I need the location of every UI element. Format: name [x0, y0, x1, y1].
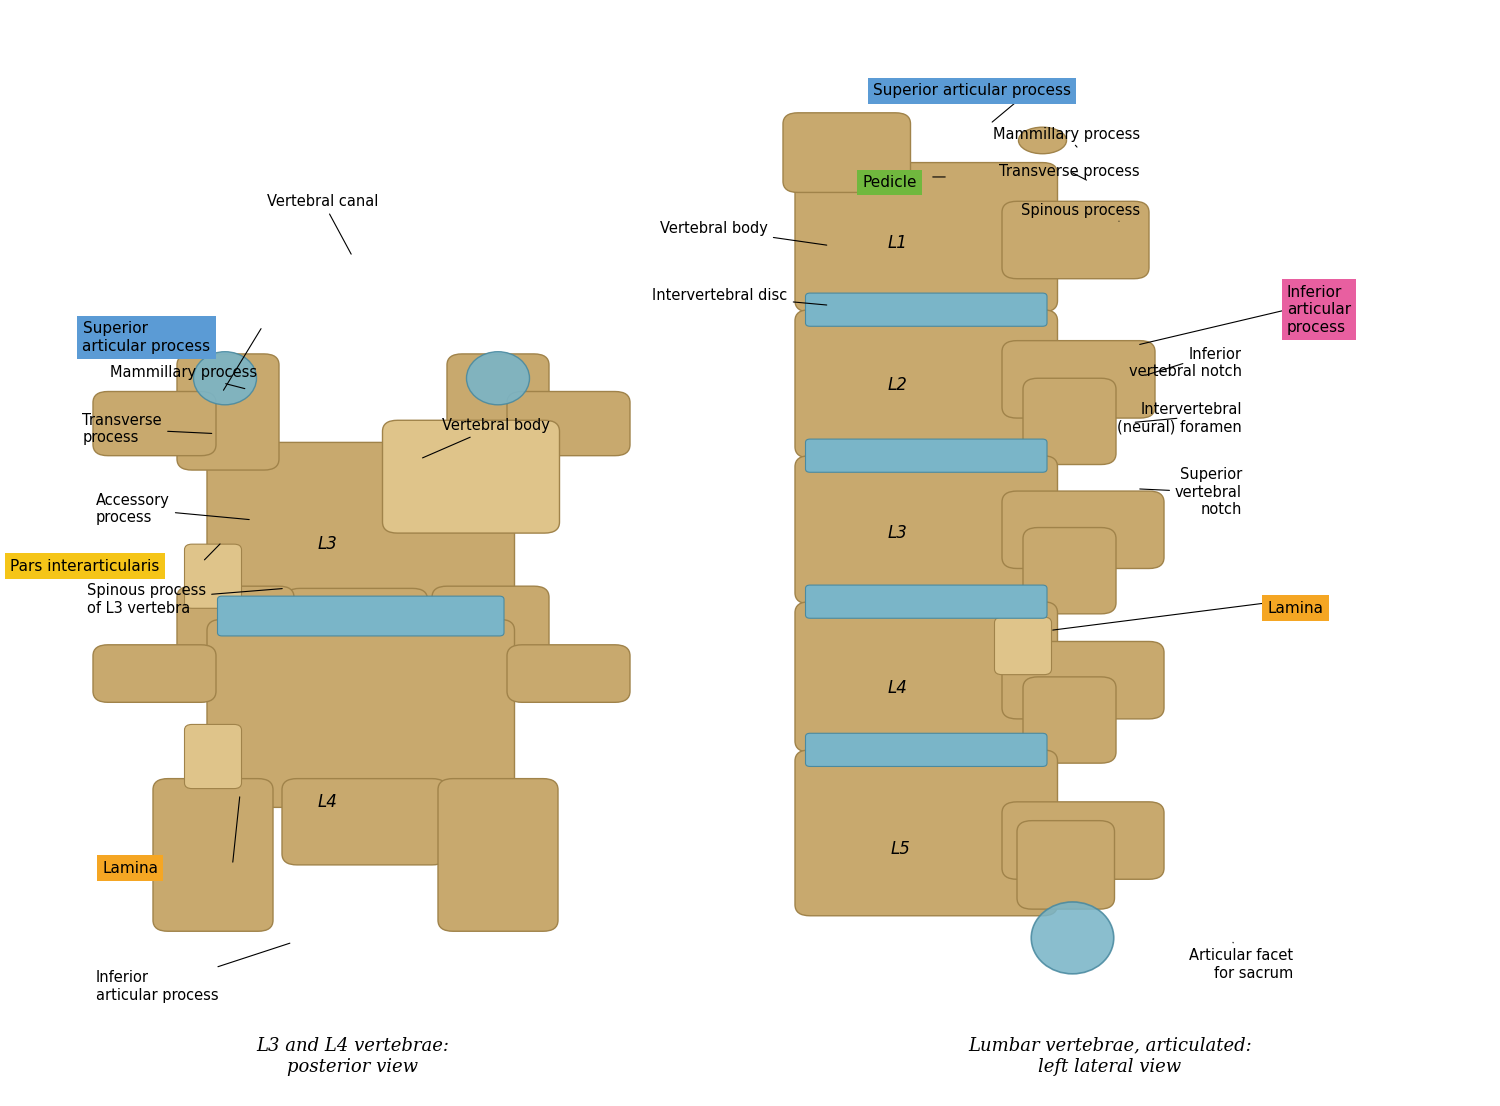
FancyBboxPatch shape	[795, 163, 1058, 312]
FancyBboxPatch shape	[177, 586, 294, 677]
FancyBboxPatch shape	[1002, 491, 1164, 568]
FancyBboxPatch shape	[207, 619, 514, 807]
FancyBboxPatch shape	[1023, 677, 1116, 763]
FancyBboxPatch shape	[1017, 821, 1114, 909]
Ellipse shape	[466, 352, 530, 405]
FancyBboxPatch shape	[207, 442, 514, 614]
Text: Lamina: Lamina	[1268, 601, 1323, 616]
Text: L5: L5	[890, 841, 910, 858]
FancyBboxPatch shape	[447, 354, 549, 470]
FancyBboxPatch shape	[806, 733, 1047, 766]
FancyBboxPatch shape	[795, 602, 1058, 752]
Ellipse shape	[1032, 902, 1113, 974]
FancyBboxPatch shape	[93, 645, 216, 702]
FancyBboxPatch shape	[507, 392, 630, 456]
Text: Superior
articular process: Superior articular process	[82, 321, 210, 354]
FancyBboxPatch shape	[382, 420, 560, 533]
FancyBboxPatch shape	[806, 585, 1047, 618]
Text: Pars interarticularis: Pars interarticularis	[10, 559, 160, 574]
Text: Articular facet
for sacrum: Articular facet for sacrum	[1190, 942, 1293, 981]
Text: Transverse process: Transverse process	[999, 164, 1140, 180]
FancyBboxPatch shape	[432, 586, 549, 677]
Ellipse shape	[1019, 127, 1066, 154]
FancyBboxPatch shape	[1023, 528, 1116, 614]
Text: Vertebral canal: Vertebral canal	[267, 194, 378, 254]
Text: Superior articular process: Superior articular process	[873, 83, 1071, 98]
FancyBboxPatch shape	[285, 588, 428, 686]
Text: Pedicle: Pedicle	[862, 175, 916, 190]
FancyBboxPatch shape	[282, 779, 447, 865]
Text: Spinous process: Spinous process	[1022, 202, 1140, 221]
FancyBboxPatch shape	[1023, 378, 1116, 465]
Text: L3: L3	[886, 524, 908, 542]
FancyBboxPatch shape	[177, 354, 279, 470]
Text: Transverse
process: Transverse process	[82, 413, 212, 446]
FancyBboxPatch shape	[184, 724, 242, 789]
Text: Inferior
articular process: Inferior articular process	[96, 943, 290, 1003]
FancyBboxPatch shape	[795, 750, 1058, 916]
FancyBboxPatch shape	[507, 645, 630, 702]
Text: Intervertebral disc: Intervertebral disc	[652, 288, 827, 305]
FancyBboxPatch shape	[217, 596, 504, 636]
FancyBboxPatch shape	[93, 392, 216, 456]
Text: L1: L1	[886, 234, 908, 252]
FancyBboxPatch shape	[1002, 802, 1164, 879]
FancyBboxPatch shape	[806, 439, 1047, 472]
Ellipse shape	[194, 352, 256, 405]
FancyBboxPatch shape	[184, 544, 242, 608]
FancyBboxPatch shape	[795, 456, 1058, 604]
FancyBboxPatch shape	[438, 779, 558, 931]
FancyBboxPatch shape	[994, 617, 1052, 675]
Text: Vertebral body: Vertebral body	[660, 221, 826, 246]
FancyBboxPatch shape	[1002, 341, 1155, 418]
Text: Superior
vertebral
notch: Superior vertebral notch	[1140, 467, 1242, 518]
FancyBboxPatch shape	[806, 293, 1047, 326]
Text: Inferior
vertebral notch: Inferior vertebral notch	[1130, 346, 1242, 379]
Text: Lamina: Lamina	[102, 860, 158, 876]
FancyBboxPatch shape	[1002, 201, 1149, 279]
Text: Mammillary process: Mammillary process	[993, 127, 1140, 147]
Text: Lumbar vertebrae, articulated:
left lateral view: Lumbar vertebrae, articulated: left late…	[968, 1036, 1252, 1076]
Text: L4: L4	[886, 679, 908, 697]
Text: L3 and L4 vertebrae:
posterior view: L3 and L4 vertebrae: posterior view	[256, 1036, 448, 1076]
Text: Spinous process
of L3 vertebra: Spinous process of L3 vertebra	[87, 583, 282, 616]
Text: L2: L2	[886, 376, 908, 394]
Text: Mammillary process: Mammillary process	[110, 365, 256, 388]
Text: Accessory
process: Accessory process	[96, 492, 249, 525]
Text: Inferior
articular
process: Inferior articular process	[1287, 284, 1352, 335]
FancyBboxPatch shape	[1002, 641, 1164, 719]
FancyBboxPatch shape	[795, 310, 1058, 458]
Text: L3: L3	[316, 535, 338, 553]
Text: L4: L4	[316, 793, 338, 811]
FancyBboxPatch shape	[783, 113, 910, 192]
Text: Vertebral body: Vertebral body	[423, 418, 550, 458]
FancyBboxPatch shape	[153, 779, 273, 931]
Text: Intervertebral
(neural) foramen: Intervertebral (neural) foramen	[1118, 401, 1242, 435]
